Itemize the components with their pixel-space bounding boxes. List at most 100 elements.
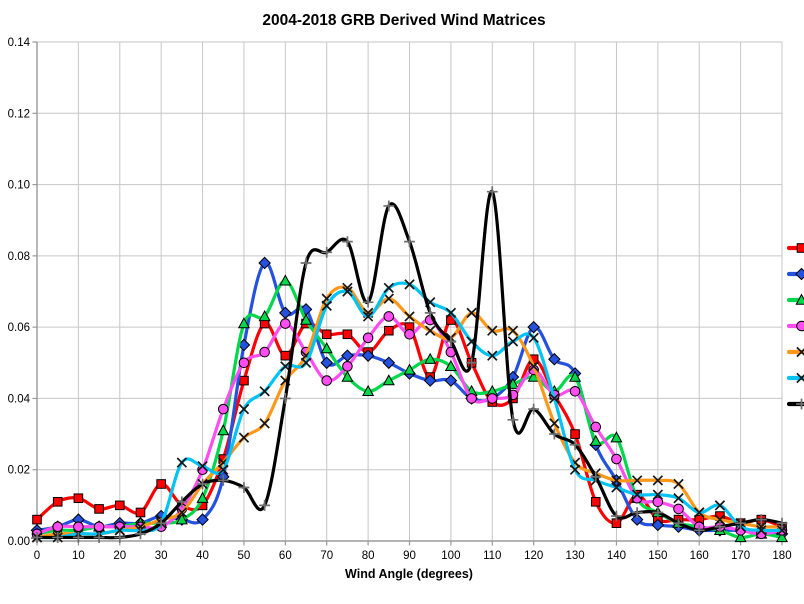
square-marker-icon (114, 500, 125, 511)
x-marker-icon (796, 346, 804, 358)
plus-marker-icon (445, 336, 457, 347)
x-marker-icon (549, 418, 560, 429)
data-series (30, 186, 789, 543)
square-marker-icon (73, 493, 84, 504)
square-marker-icon (570, 429, 580, 439)
x-marker-icon (714, 514, 726, 525)
legend-entry-black-plus (786, 398, 804, 410)
circle-marker-icon (238, 357, 250, 369)
plus-marker-icon (114, 532, 126, 543)
legend (786, 243, 804, 410)
x-marker-icon (796, 372, 804, 384)
x-marker-icon (631, 489, 643, 500)
plus-marker-icon (197, 478, 208, 490)
triangle-marker-icon (258, 310, 271, 322)
x-tick-label: 160 (690, 550, 709, 562)
diamond-marker-icon (382, 356, 396, 370)
square-marker-icon (590, 496, 601, 507)
circle-marker-icon (796, 320, 804, 332)
x-marker-icon (176, 457, 188, 468)
x-marker-icon (424, 325, 436, 336)
circle-marker-icon (673, 503, 684, 515)
plus-marker-icon (693, 524, 705, 536)
x-marker-icon (238, 432, 250, 443)
legend-entry-green-triangles (786, 293, 804, 305)
triangle-marker-icon (299, 313, 313, 325)
square-marker-icon (796, 243, 804, 253)
triangle-marker-icon (734, 530, 747, 543)
plus-marker-icon (424, 307, 436, 319)
series-black-plus (31, 186, 788, 543)
plus-marker-icon (279, 393, 291, 404)
diamond-marker-icon (279, 306, 292, 320)
x-marker-icon (487, 350, 498, 361)
y-tick-label: 0.06 (8, 322, 30, 334)
axes: 0 10 20 30 40 50 60 70 80 90 100 110 120 130 140 150 160… (8, 37, 792, 562)
plus-marker-icon (735, 517, 747, 529)
plus-marker-icon (776, 517, 788, 529)
circle-marker-icon (362, 332, 374, 344)
x-tick-label: 50 (238, 550, 251, 562)
square-marker-icon (342, 329, 353, 340)
plus-marker-icon (507, 414, 519, 426)
x-marker-icon (776, 525, 788, 536)
x-marker-icon (507, 336, 519, 347)
plus-marker-icon (466, 357, 477, 369)
triangle-marker-icon (444, 359, 457, 372)
square-marker-icon (94, 504, 104, 514)
x-tick-label: 90 (403, 550, 416, 562)
x-marker-icon (714, 500, 726, 511)
triangle-marker-icon (196, 491, 209, 503)
x-marker-icon (404, 311, 415, 322)
y-tick-label: 0.10 (8, 180, 30, 192)
x-marker-icon (300, 357, 312, 368)
triangle-marker-icon (569, 370, 582, 382)
plus-marker-icon (135, 528, 146, 540)
circle-marker-icon (280, 318, 291, 329)
legend-entry-orange-x (786, 346, 804, 358)
plus-marker-icon (72, 532, 84, 543)
y-tick-label: 0.12 (8, 108, 30, 120)
triangle-marker-icon (237, 317, 250, 329)
legend-entry-cyan-x (786, 372, 804, 384)
plus-marker-icon (486, 186, 498, 198)
plus-marker-icon (528, 403, 540, 415)
triangle-marker-icon (217, 424, 230, 436)
series-line (35, 190, 784, 540)
circle-marker-icon (217, 403, 229, 415)
square-marker-icon (239, 375, 249, 386)
plus-marker-icon (404, 236, 415, 247)
x-marker-icon (673, 493, 684, 504)
plus-marker-icon (673, 517, 684, 529)
x-marker-icon (321, 300, 332, 311)
y-tick-label: 0.04 (8, 393, 31, 405)
x-marker-icon (114, 525, 125, 536)
x-marker-icon (404, 279, 415, 290)
triangle-marker-icon (320, 342, 333, 354)
circle-marker-icon (383, 311, 395, 322)
x-marker-icon (238, 403, 250, 415)
chart-title: 2004-2018 GRB Derived Wind Matrices (262, 12, 545, 29)
plus-marker-icon (52, 532, 64, 543)
triangle-marker-icon (610, 431, 623, 443)
x-marker-icon (383, 293, 395, 304)
plus-marker-icon (259, 499, 271, 511)
x-tick-label: 30 (155, 550, 168, 562)
plus-marker-icon (590, 471, 602, 483)
circle-marker-icon (404, 328, 415, 340)
x-tick-label: 110 (483, 550, 501, 562)
diamond-marker-icon (651, 518, 665, 532)
x-marker-icon (652, 475, 664, 486)
legend-entry-red-squares (786, 243, 804, 253)
plus-marker-icon (611, 510, 622, 522)
x-tick-label: 180 (772, 550, 791, 562)
square-marker-icon (135, 507, 146, 518)
diamond-marker-icon (258, 256, 271, 270)
x-marker-icon (549, 393, 560, 404)
x-marker-icon (652, 489, 664, 500)
square-marker-icon (52, 496, 63, 507)
plus-marker-icon (93, 532, 105, 543)
triangle-marker-icon (403, 363, 416, 375)
x-marker-icon (176, 507, 188, 518)
plus-marker-icon (217, 475, 229, 486)
